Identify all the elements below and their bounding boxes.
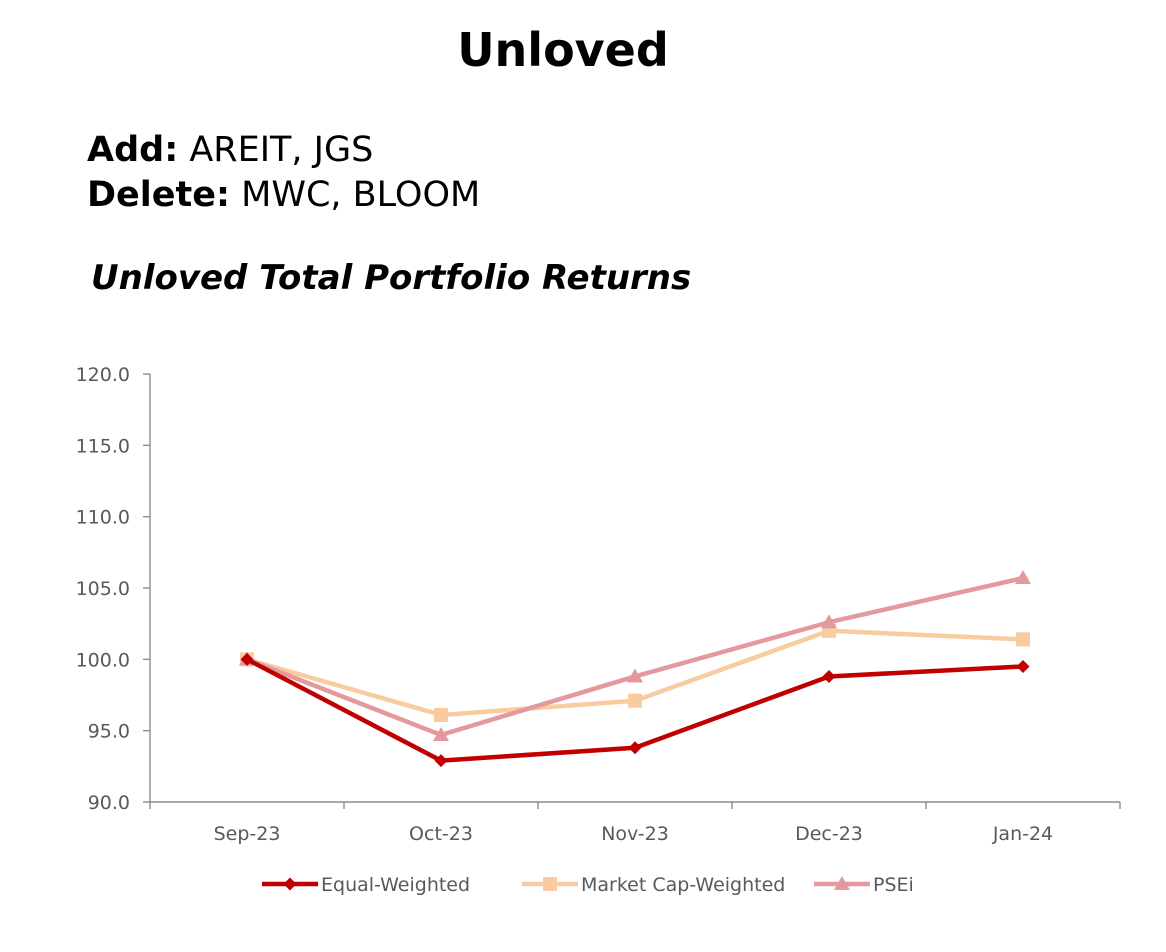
point-equal-weighted xyxy=(628,741,642,755)
y-tick-label: 115.0 xyxy=(76,435,130,457)
add-label: Add: xyxy=(87,130,179,170)
x-tick-label: Jan-24 xyxy=(992,823,1053,845)
y-tick-label: 110.0 xyxy=(76,507,130,529)
point-psei xyxy=(433,726,449,741)
chart-title: Unloved Total Portfolio Returns xyxy=(91,258,692,298)
x-tick-label: Oct-23 xyxy=(409,823,473,845)
legend-label-psei: PSEi xyxy=(873,874,914,896)
legend-label-equal-weighted: Equal-Weighted xyxy=(321,874,470,896)
legend-marker-equal-weighted xyxy=(283,877,297,891)
x-tick-label: Sep-23 xyxy=(214,823,281,845)
portfolio-changes: Add: AREIT, JGS Delete: MWC, BLOOM xyxy=(87,128,480,218)
point-equal-weighted xyxy=(822,669,836,683)
legend-marker-market-cap-weighted xyxy=(543,877,557,891)
delete-label: Delete: xyxy=(87,175,230,215)
y-tick-label: 90.0 xyxy=(88,792,130,814)
add-row: Add: AREIT, JGS xyxy=(87,128,480,173)
y-tick-label: 105.0 xyxy=(76,578,130,600)
page-title: Unloved xyxy=(457,23,669,77)
point-equal-weighted xyxy=(434,754,448,768)
point-psei xyxy=(821,614,837,629)
point-psei xyxy=(627,668,643,683)
point-equal-weighted xyxy=(1016,659,1030,673)
point-market-cap-weighted xyxy=(1016,632,1030,647)
legend-label-market-cap-weighted: Market Cap-Weighted xyxy=(581,874,785,896)
x-tick-label: Dec-23 xyxy=(795,823,863,845)
y-tick-label: 95.0 xyxy=(88,721,130,743)
line-chart: 90.0 95.0 100.0 105.0 110.0 115.0 120.0 Sep-23 O… xyxy=(76,364,1121,896)
legend-marker-psei xyxy=(834,876,850,890)
point-psei xyxy=(1015,570,1031,585)
y-tick-label: 120.0 xyxy=(76,364,130,386)
delete-row: Delete: MWC, BLOOM xyxy=(87,173,480,218)
series-line-psei xyxy=(244,575,1026,738)
y-tick-label: 100.0 xyxy=(76,649,130,671)
add-value: AREIT, JGS xyxy=(189,130,374,170)
delete-value: MWC, BLOOM xyxy=(241,175,481,215)
x-tick-label: Nov-23 xyxy=(601,823,669,845)
point-market-cap-weighted xyxy=(628,693,642,708)
point-equal-weighted xyxy=(240,652,254,666)
point-market-cap-weighted xyxy=(434,707,448,722)
